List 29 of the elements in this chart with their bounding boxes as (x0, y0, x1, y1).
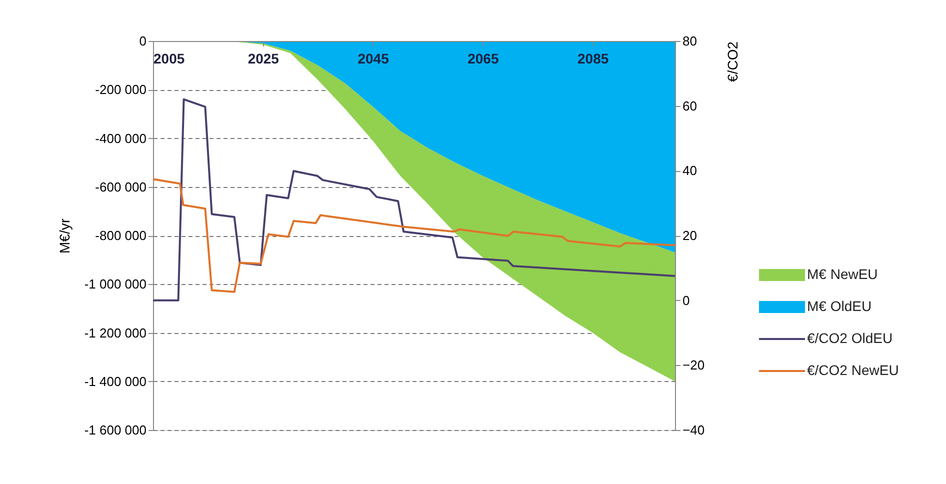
y2-tick-label: −40 (682, 422, 705, 438)
y-tick-label: -800 000 (95, 228, 146, 243)
line-series (152, 98, 676, 302)
y2-tick-label: 80 (682, 34, 697, 48)
y-tick-label: -400 000 (95, 130, 146, 146)
line-series (152, 178, 676, 293)
y2-axis-title: €/CO2 (724, 41, 741, 82)
x-tick-label: 2025 (248, 50, 280, 66)
legend-label: €/CO2 NewEU (807, 362, 899, 378)
y2-tick-label: 60 (682, 98, 697, 114)
y2-tick-label: −20 (682, 358, 705, 373)
y-tick-label: -600 000 (95, 179, 146, 194)
y2-tick-label: 0 (682, 292, 690, 308)
y-tick-label: -1 400 000 (84, 374, 146, 389)
x-tick-label: 2005 (154, 50, 185, 66)
y-tick-label: -1 200 000 (84, 325, 146, 340)
x-tick-label: 2085 (578, 50, 609, 66)
x-tick-label: 2065 (468, 50, 499, 66)
y-tick-label: -1 000 000 (84, 276, 146, 292)
legend-label: M€ NewEU (807, 266, 878, 282)
legend-label: €/CO2 OldEU (807, 330, 893, 346)
y2-tick-label: 20 (682, 228, 697, 243)
y-tick-label: -200 000 (95, 82, 146, 98)
x-tick-label: 2045 (358, 50, 390, 66)
y2-tick-label: 40 (682, 163, 697, 178)
y-axis-title: M€/yr (56, 218, 72, 254)
legend-label: M€ OldEU (807, 298, 872, 314)
y-tick-label: -1 600 000 (84, 422, 146, 438)
y-tick-label: 0 (139, 34, 146, 48)
